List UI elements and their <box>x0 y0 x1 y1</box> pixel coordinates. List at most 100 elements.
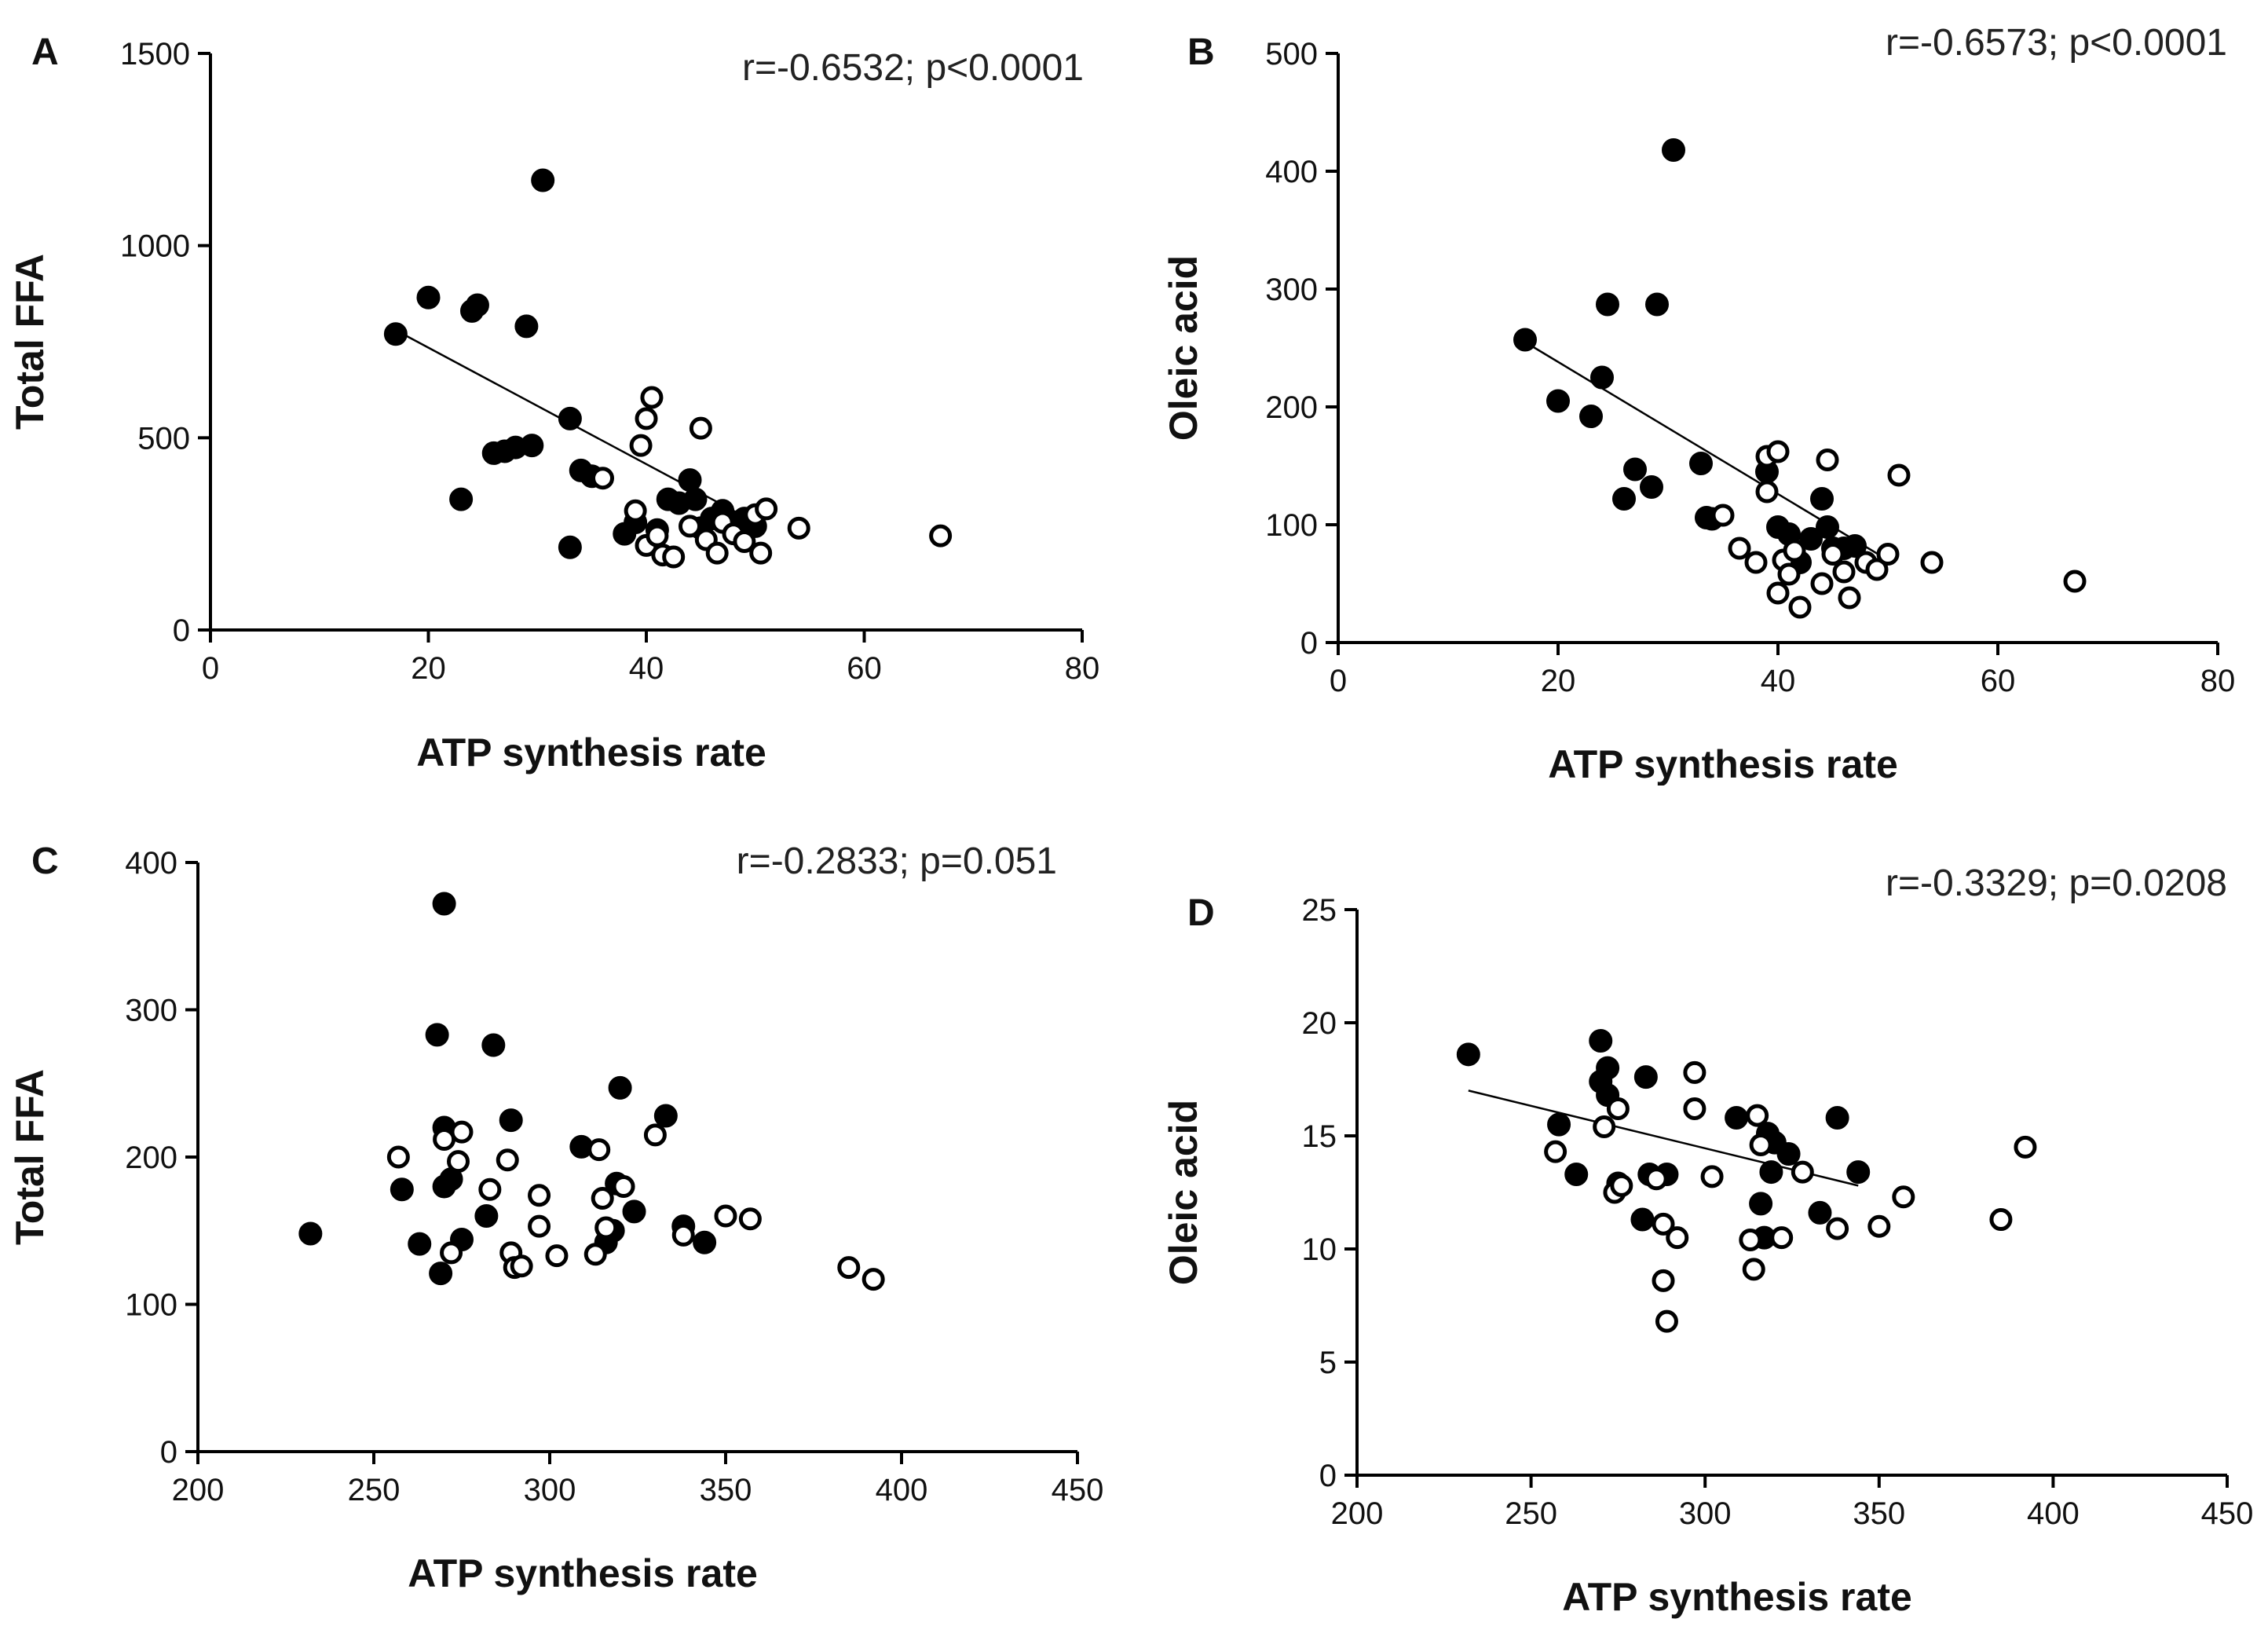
open-data-point <box>787 516 810 540</box>
open-data-point <box>714 1204 737 1228</box>
filled-data-point <box>1645 292 1669 317</box>
filled-data-point <box>474 1204 499 1228</box>
x-tick-label: 300 <box>1679 1496 1732 1531</box>
open-data-point <box>755 497 778 521</box>
x-tick-label: 40 <box>629 651 664 686</box>
open-data-point <box>640 386 664 409</box>
filled-data-point <box>1546 389 1570 413</box>
open-data-point <box>1876 543 1900 566</box>
open-data-point <box>646 524 669 547</box>
open-data-point <box>1755 480 1779 504</box>
filled-data-point <box>1547 1112 1571 1137</box>
open-data-point <box>450 1120 474 1144</box>
open-data-point <box>635 407 658 430</box>
open-data-point <box>1666 1226 1689 1250</box>
filled-data-point <box>1749 1192 1773 1216</box>
y-axis-title: Oleic acid <box>1161 255 1205 441</box>
open-data-point <box>679 515 701 538</box>
x-tick-label: 80 <box>2200 664 2236 698</box>
open-data-point <box>545 1244 569 1268</box>
x-tick-label: 60 <box>1981 664 2016 698</box>
open-data-point <box>1711 504 1735 527</box>
y-tick-label: 100 <box>125 1288 177 1323</box>
correlation-annotation: r=-0.2833; p=0.051 <box>737 840 1057 882</box>
open-data-point <box>496 1148 519 1172</box>
filled-data-point <box>608 1075 632 1100</box>
open-data-point <box>1838 586 1861 610</box>
panel-letter: D <box>1187 892 1215 934</box>
correlation-annotation: r=-0.6532; p<0.0001 <box>742 47 1084 89</box>
y-axis-title: Total FFA <box>8 254 52 430</box>
x-tick-label: 450 <box>2201 1496 2254 1531</box>
open-data-point <box>447 1150 470 1174</box>
y-tick-label: 100 <box>1265 508 1318 543</box>
filled-data-point <box>1612 487 1636 511</box>
correlation-annotation: r=-0.3329; p=0.0208 <box>1886 862 2227 904</box>
y-tick-label: 300 <box>1265 273 1318 307</box>
open-data-point <box>837 1256 861 1280</box>
filled-data-point <box>1816 515 1839 539</box>
panel-letter: C <box>31 840 59 882</box>
filled-data-point <box>622 1199 646 1224</box>
filled-data-point <box>531 168 555 192</box>
x-tick-label: 0 <box>202 651 219 686</box>
correlation-annotation: r=-0.6573; p<0.0001 <box>1886 22 2227 64</box>
open-data-point <box>510 1254 533 1278</box>
y-tick-label: 500 <box>137 421 190 456</box>
x-tick-label: 450 <box>1052 1473 1104 1507</box>
x-tick-label: 0 <box>1330 664 1347 698</box>
filled-data-point <box>481 1033 506 1057</box>
open-data-point <box>1920 551 1944 574</box>
filled-data-point <box>1689 452 1713 475</box>
open-data-point <box>591 467 614 490</box>
filled-data-point <box>465 293 489 317</box>
open-data-point <box>1791 1160 1814 1184</box>
filled-data-point <box>449 487 474 511</box>
y-tick-label: 400 <box>1265 155 1318 189</box>
open-data-point <box>1783 539 1806 562</box>
open-data-point <box>1744 551 1768 574</box>
open-data-point <box>1655 1309 1678 1333</box>
open-data-point <box>671 1223 695 1247</box>
filled-data-point <box>1825 1105 1849 1130</box>
filled-data-point <box>1843 534 1867 558</box>
x-tick-label: 200 <box>1331 1496 1384 1531</box>
filled-data-point <box>1513 328 1537 352</box>
x-tick-label: 60 <box>847 651 882 686</box>
filled-data-point <box>1630 1207 1655 1232</box>
filled-data-point <box>558 535 582 559</box>
x-tick-label: 350 <box>1853 1496 1905 1531</box>
filled-data-point <box>429 1262 453 1286</box>
open-data-point <box>386 1145 410 1169</box>
open-data-point <box>528 1214 551 1238</box>
filled-data-point <box>1633 1065 1658 1090</box>
filled-data-point <box>1799 527 1823 551</box>
open-data-point <box>1892 1185 1915 1209</box>
y-tick-label: 0 <box>1319 1459 1337 1493</box>
open-data-point <box>705 541 729 565</box>
filled-data-point <box>1662 138 1685 162</box>
open-data-point <box>1887 463 1911 487</box>
open-data-point <box>662 545 686 569</box>
y-axis-title: Oleic acid <box>1161 1100 1205 1285</box>
x-axis-title: ATP synthesis rate <box>1548 742 1898 786</box>
filled-data-point <box>1810 487 1834 511</box>
y-tick-label: 15 <box>1302 1119 1337 1154</box>
x-tick-label: 350 <box>700 1473 752 1507</box>
open-data-point <box>2014 1135 2037 1159</box>
x-tick-label: 200 <box>172 1473 225 1507</box>
open-data-point <box>1810 572 1834 595</box>
open-data-point <box>583 1243 607 1266</box>
x-tick-label: 20 <box>1541 664 1576 698</box>
x-tick-label: 40 <box>1761 664 1796 698</box>
open-data-point <box>1766 440 1790 463</box>
open-data-point <box>478 1177 502 1201</box>
filled-data-point <box>1589 1029 1613 1053</box>
open-data-point <box>1593 1115 1616 1138</box>
x-tick-label: 80 <box>1065 651 1100 686</box>
panel-letter: B <box>1187 31 1215 73</box>
open-data-point <box>612 1175 635 1198</box>
filled-data-point <box>1725 1105 1749 1130</box>
y-tick-label: 400 <box>125 846 177 881</box>
open-data-point <box>749 541 773 565</box>
